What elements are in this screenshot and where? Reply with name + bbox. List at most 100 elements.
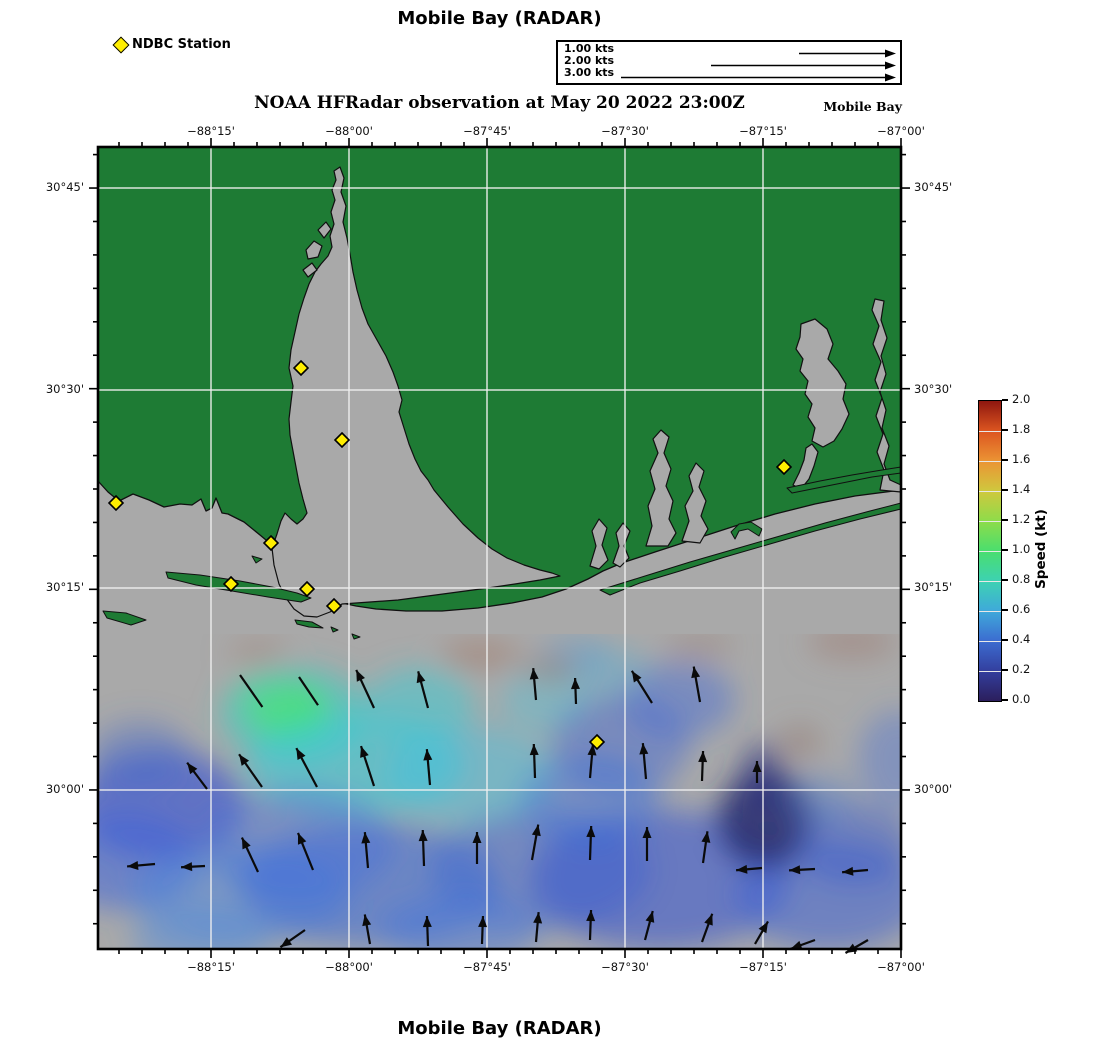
current-vector: [642, 827, 652, 861]
station-marker: [262, 534, 280, 552]
lon-label-bottom: −87°00': [877, 960, 925, 974]
water-body-0: [271, 166, 561, 618]
lat-label-left: 30°15': [45, 580, 84, 594]
colorbar-tick-label: 0.2: [1012, 662, 1031, 676]
lat-label-right: 30°45': [914, 180, 953, 194]
colorbar-separator: [979, 521, 1001, 522]
ndbc-station-legend-label: NDBC Station: [132, 37, 231, 52]
current-vector: [700, 913, 714, 943]
lon-label-top: −87°15': [739, 124, 787, 138]
lon-label-bottom: −88°15': [187, 960, 235, 974]
colorbar-tick-label: 0.0: [1012, 692, 1031, 706]
colorbar-tick: [1002, 669, 1008, 671]
region-corner-label: Mobile Bay: [823, 99, 902, 114]
current-vector: [691, 666, 702, 703]
current-vector: [478, 915, 488, 945]
lon-label-bottom: −88°00': [325, 960, 373, 974]
colorbar-tick: [1002, 429, 1008, 431]
scale-arrow-1: [885, 49, 896, 58]
station-marker: [292, 359, 310, 377]
current-vector: [186, 761, 208, 790]
current-vector: [240, 837, 259, 873]
colorbar-separator: [979, 671, 1001, 672]
current-vector: [639, 743, 649, 780]
current-vector: [355, 669, 375, 709]
current-vector: [529, 743, 539, 779]
scale-arrows: [621, 49, 896, 82]
lat-label-right: 30°30': [914, 382, 953, 396]
current-vector: [422, 915, 432, 947]
colorbar-separator: [979, 461, 1001, 462]
lat-label-left: 30°45': [45, 180, 84, 194]
water-body-8: [681, 462, 709, 544]
scale-label-3: 3.00 kts: [564, 66, 615, 79]
colorbar-tick-label: 1.0: [1012, 542, 1031, 556]
colorbar-tick-label: 1.4: [1012, 482, 1031, 496]
station-marker: [325, 597, 343, 615]
current-vector: [586, 825, 596, 861]
colorbar-tick: [1002, 549, 1008, 551]
station-marker: [298, 580, 316, 598]
colorbar-separator: [979, 581, 1001, 582]
current-vector: [418, 829, 428, 867]
colorbar-tick-label: 2.0: [1012, 392, 1031, 406]
colorbar-tick-label: 1.2: [1012, 512, 1031, 526]
colorbar-tick-label: 0.6: [1012, 602, 1031, 616]
water-body-7: [645, 429, 677, 547]
lon-label-top: −88°00': [325, 124, 373, 138]
speed-colorbar: [978, 400, 1002, 702]
island-4: [351, 633, 361, 640]
scale-label-2: 2.00 kts: [564, 54, 615, 67]
water-body-3: [302, 262, 318, 278]
lon-label-bottom: −87°30': [601, 960, 649, 974]
colorbar-tick: [1002, 609, 1008, 611]
colorbar-tick-label: 1.6: [1012, 452, 1031, 466]
current-vector: [752, 761, 762, 783]
current-vector: [472, 832, 482, 864]
colorbar-tick: [1002, 639, 1008, 641]
current-vector: [279, 929, 306, 949]
current-vector: [359, 745, 376, 787]
current-vector: [362, 914, 372, 945]
lat-label-left: 30°30': [45, 382, 84, 396]
colorbar-separator: [979, 611, 1001, 612]
scale-label-1: 1.00 kts: [564, 42, 615, 55]
current-vector: [788, 865, 816, 875]
island-3: [330, 626, 339, 633]
current-vector: [180, 862, 206, 872]
current-vector: [296, 832, 315, 871]
station-marker: [333, 431, 351, 449]
current-vector: [643, 910, 655, 941]
colorbar-tick: [1002, 579, 1008, 581]
lat-label-left: 30°00': [45, 782, 84, 796]
current-vector: [701, 831, 711, 864]
colorbar-separator: [979, 551, 1001, 552]
station-marker: [588, 733, 606, 751]
station-marker: [775, 458, 793, 476]
map-frame: [96, 145, 903, 951]
station-marker: [107, 494, 125, 512]
speed-colorbar-title: Speed (kt): [1033, 509, 1049, 589]
colorbar-tick-label: 1.8: [1012, 422, 1031, 436]
lon-label-top: −87°45': [463, 124, 511, 138]
island-2: [294, 619, 324, 629]
current-vector: [238, 753, 263, 788]
lon-label-top: −87°00': [877, 124, 925, 138]
island-5: [251, 555, 263, 564]
current-vector: [416, 671, 430, 709]
lat-label-right: 30°15': [914, 580, 953, 594]
lon-label-bottom: −87°45': [463, 960, 511, 974]
colorbar-tick: [1002, 399, 1008, 401]
colorbar-tick: [1002, 519, 1008, 521]
colorbar-separator: [979, 491, 1001, 492]
current-vector: [698, 750, 708, 782]
island-1: [102, 610, 147, 626]
colorbar-tick: [1002, 459, 1008, 461]
current-vector: [630, 670, 653, 704]
colorbar-separator: [979, 641, 1001, 642]
map-title-top: Mobile Bay (RADAR): [397, 8, 602, 29]
island-8: [730, 521, 763, 540]
water-body-2: [317, 221, 332, 239]
